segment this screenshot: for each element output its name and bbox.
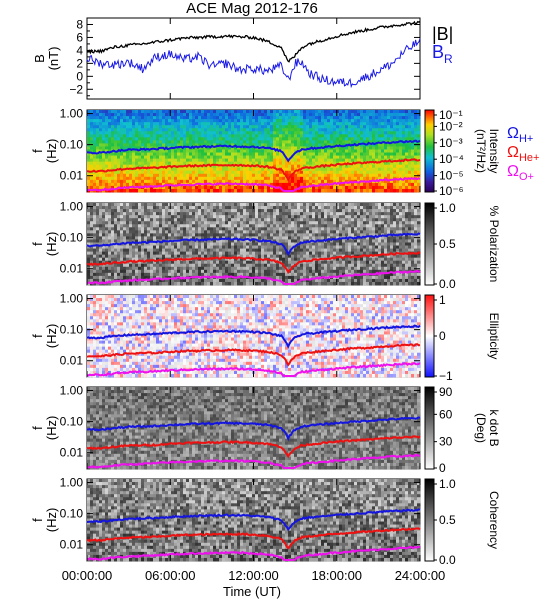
colorbar-tick-label: 0 <box>439 329 446 343</box>
y-unit-bfield: (nT) <box>46 47 61 71</box>
x-tick-label: 00:00:00 <box>62 568 113 583</box>
legend-br-sub: R <box>444 52 453 66</box>
colorbar-tick-label: 0.0 <box>439 277 456 291</box>
x-tick-label: 06:00:00 <box>145 568 196 583</box>
y-label-kdotb: f <box>30 426 45 430</box>
figure-title: ACE Mag 2012-176 <box>186 0 318 17</box>
colorbar-tick-label: 0.0 <box>439 553 456 567</box>
f-ytick-label: 0.01 <box>60 446 84 460</box>
f-ytick-label: 0.01 <box>60 262 84 276</box>
f-ytick-label: 0.10 <box>60 138 84 152</box>
legend-he-plus-sub: He+ <box>519 152 540 164</box>
colorbar-tick-label: 0.5 <box>439 237 456 251</box>
legend-br-main: B <box>432 42 444 62</box>
colorbar-tick-label: 10⁻² <box>439 119 463 133</box>
b-ytick-label: 8 <box>76 17 83 31</box>
f-ytick-label: 0.01 <box>60 538 84 552</box>
y-label-intensity: f <box>30 149 45 153</box>
colorbar-coherency <box>425 479 434 561</box>
colorbar-tick-label: 0.5 <box>439 513 456 527</box>
b-ytick-label: −2 <box>69 82 83 96</box>
colorbar-tick-label: 1.0 <box>439 477 456 491</box>
legend-h-plus-main: Ω <box>507 125 519 142</box>
colorbar-tick-label: 30 <box>439 435 453 449</box>
colorbar-title-polarization: % Polarization <box>487 206 501 283</box>
spectrograms <box>87 110 420 561</box>
colorbar-unit-intensity: (nT²/Hz) <box>474 129 488 173</box>
x-tick-label: 24:00:00 <box>395 568 446 583</box>
b-ytick-label: 4 <box>76 43 83 57</box>
y-label-bfield: B <box>32 54 47 63</box>
f-ytick-label: 0.10 <box>60 507 84 521</box>
f-ytick-label: 0.10 <box>60 231 84 245</box>
colorbar-tick-label: 1 <box>439 293 446 307</box>
f-ytick-label: 0.10 <box>60 323 84 337</box>
colorbar-polarization <box>425 203 434 285</box>
b-ytick-label: 6 <box>76 30 83 44</box>
spectrogram-polarization <box>87 203 420 285</box>
f-ytick-label: 0.10 <box>60 415 84 429</box>
f-ytick-label: 0.01 <box>60 169 84 183</box>
y-unit-ellipticity: (Hz) <box>44 324 59 349</box>
legend-he-plus-main: Ω <box>507 144 519 161</box>
x-tick-label: 12:00:00 <box>228 568 279 583</box>
f-ytick-label: 1.00 <box>60 292 84 306</box>
colorbar-title-coherency: Coherency <box>487 491 501 549</box>
colorbar-intensity <box>425 110 434 192</box>
colorbar-tick-label: 10⁻⁶ <box>439 184 464 198</box>
colorbar-tick-label: 1.0 <box>439 201 456 215</box>
colorbar-unit-kdotb: (Deg) <box>474 413 488 443</box>
colorbar-title-intensity: Intensity <box>487 129 501 174</box>
y-label-coherency: f <box>30 518 45 522</box>
colorbar-tick-label: 10⁻³ <box>439 136 463 150</box>
x-tick-label: 18:00:00 <box>311 568 362 583</box>
y-label-polarization: f <box>30 242 45 246</box>
colorbar-title-ellipticity: Ellipticity <box>487 313 501 360</box>
legend-h-plus-sub: H+ <box>519 133 533 145</box>
f-ytick-label: 0.01 <box>60 354 84 368</box>
f-ytick-label: 1.00 <box>60 200 84 214</box>
colorbar-tick-label: 10⁻⁴ <box>439 152 464 166</box>
y-unit-intensity: (Hz) <box>44 139 59 164</box>
b-ytick-label: 0 <box>76 69 83 83</box>
colorbar-tick-label: 90 <box>439 385 453 399</box>
colorbar-kdotb <box>425 387 434 469</box>
y-unit-coherency: (Hz) <box>44 508 59 533</box>
f-ytick-label: 1.00 <box>60 107 84 121</box>
legend-o-plus-sub: O+ <box>519 171 534 183</box>
colorbar-ellipticity <box>425 295 434 377</box>
f-ytick-label: 1.00 <box>60 476 84 490</box>
b-ytick-label: 2 <box>76 56 83 70</box>
colorbar-tick-label: 10⁻⁵ <box>439 169 464 183</box>
colorbar-tick-label: −1 <box>439 369 453 383</box>
y-label-ellipticity: f <box>30 334 45 338</box>
f-ytick-label: 1.00 <box>60 384 84 398</box>
colorbar-tick-label: 0 <box>439 461 446 475</box>
y-unit-polarization: (Hz) <box>44 232 59 257</box>
colorbar-tick-label: 60 <box>439 407 453 421</box>
legend-btotal: |B| <box>432 24 453 44</box>
x-axis-label: Time (UT) <box>223 584 281 599</box>
y-unit-kdotb: (Hz) <box>44 416 59 441</box>
legend-o-plus-main: Ω <box>507 163 519 180</box>
colorbar-title-kdotb: k dot B <box>487 409 501 446</box>
